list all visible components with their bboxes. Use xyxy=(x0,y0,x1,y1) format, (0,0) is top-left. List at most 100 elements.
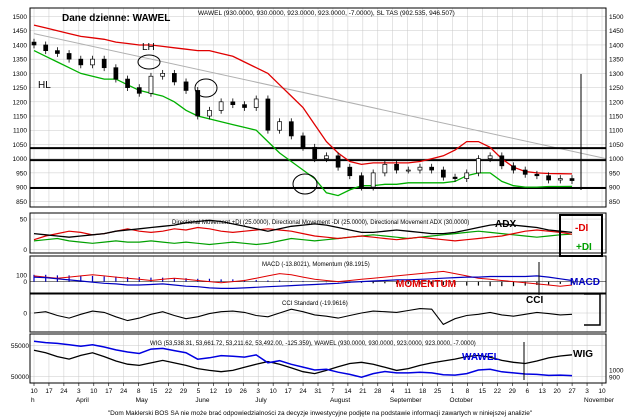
x-tick-label: 8 xyxy=(466,388,470,395)
di-box xyxy=(559,214,603,257)
x-tick-label: 10 xyxy=(30,388,38,395)
x-tick-label: 18 xyxy=(419,388,427,395)
wig-y-tick-left: 50000 xyxy=(11,374,29,381)
price-y-tick-right: 1250 xyxy=(609,85,624,92)
candle-body xyxy=(487,155,493,160)
candle-body xyxy=(265,98,271,131)
price-y-tick-left: 1000 xyxy=(13,156,28,163)
candle-body xyxy=(125,78,130,88)
momentum-label: MOMENTUM xyxy=(396,279,456,290)
price-y-tick-left: 1500 xyxy=(13,14,28,21)
cci-y-tick: 0 xyxy=(23,311,27,318)
x-tick-label: 15 xyxy=(479,388,487,395)
x-tick-label: 29 xyxy=(180,388,188,395)
adx-y-tick: 0 xyxy=(23,247,27,254)
pane-frames xyxy=(29,7,607,384)
pane-frame-macd xyxy=(29,255,607,294)
macd-label: MACD xyxy=(570,277,600,288)
x-tick-label: 7 xyxy=(331,388,335,395)
candle-body xyxy=(324,155,329,160)
x-tick-label: 24 xyxy=(60,388,68,395)
x-tick-label: 28 xyxy=(374,388,382,395)
macd-y-tick: 100 xyxy=(16,272,27,279)
price-y-tick-right: 1300 xyxy=(609,71,624,78)
candle-body xyxy=(370,172,376,188)
x-tick-label: 4 xyxy=(391,388,395,395)
price-y-tick-left: 1250 xyxy=(13,85,28,92)
candle-body xyxy=(195,90,201,117)
adx-line xyxy=(33,219,573,238)
price-y-tick-left: 1200 xyxy=(13,99,28,106)
x-tick-label: 8 xyxy=(137,388,141,395)
x-tick-label: 1 xyxy=(451,388,455,395)
x-tick-label: 10 xyxy=(90,388,98,395)
candle-body xyxy=(31,41,37,46)
pane-frame-adx xyxy=(29,212,607,254)
x-month-label: October xyxy=(450,397,474,404)
x-tick-label: 27 xyxy=(568,388,576,395)
macd-line xyxy=(33,275,573,289)
candle-body xyxy=(113,67,119,80)
x-tick-label: 10 xyxy=(270,388,278,395)
price-y-tick-left: 1400 xyxy=(13,42,28,49)
x-tick-label: 15 xyxy=(150,388,158,395)
x-tick-label: 10 xyxy=(598,388,606,395)
candle-body xyxy=(136,87,142,94)
candle-body xyxy=(288,121,294,137)
wig-line xyxy=(33,349,573,375)
candle-body xyxy=(382,164,388,174)
x-tick-label: 12 xyxy=(210,388,218,395)
x-tick-label: 21 xyxy=(359,388,367,395)
x-month-label: July xyxy=(255,397,267,404)
candle-body xyxy=(546,175,551,181)
lh-ellipse xyxy=(137,54,161,70)
tas-upper-line xyxy=(33,24,573,175)
x-tick-label: 20 xyxy=(554,388,562,395)
price-y-tick-left: 1300 xyxy=(13,71,28,78)
candle-body xyxy=(66,53,72,60)
x-tick-label: 25 xyxy=(434,388,442,395)
cci-line xyxy=(33,308,573,326)
x-month-label: May xyxy=(136,397,149,404)
x-tick-label: 14 xyxy=(344,388,352,395)
candle-body xyxy=(476,158,481,174)
x-tick-label: 17 xyxy=(105,388,113,395)
x-tick-label: 19 xyxy=(225,388,233,395)
price-y-tick-right: 850 xyxy=(609,199,620,206)
x-tick-label: 17 xyxy=(284,388,292,395)
dmi-pane-title: Directional Movement +DI (25.0000), Dire… xyxy=(172,220,469,226)
momentum-line xyxy=(33,270,573,287)
candle-body xyxy=(183,81,189,91)
price-y-tick-left: 850 xyxy=(16,199,27,206)
plus-di-label: +DI xyxy=(576,242,592,253)
adx-label: ADX xyxy=(495,219,516,230)
x-tick-label: 24 xyxy=(120,388,128,395)
disclaimer: "Dom Maklerski BOS SA nie może brać odpo… xyxy=(108,410,533,417)
x-tick-label: 13 xyxy=(539,388,547,395)
x-tick-label: 31 xyxy=(314,388,322,395)
candle-body xyxy=(277,121,282,131)
x-tick-label: 6 xyxy=(525,388,529,395)
x-month-label: h xyxy=(31,397,35,404)
x-tick-label: 26 xyxy=(240,388,248,395)
price-y-tick-left: 950 xyxy=(16,170,27,177)
tas-lower-line xyxy=(33,50,573,197)
price-y-tick-right: 1150 xyxy=(609,114,623,121)
downtrend-line xyxy=(33,33,607,160)
candle-body xyxy=(101,58,107,69)
chart-info: WAWEL (930.0000, 930.0000, 923.0000, 923… xyxy=(198,10,455,17)
macd-y-tick: 0 xyxy=(23,279,27,286)
price-y-tick-right: 1100 xyxy=(609,128,623,135)
pane-frame-cci xyxy=(29,293,607,333)
candle-body xyxy=(312,146,318,160)
x-tick-label: 17 xyxy=(45,388,53,395)
candle-body xyxy=(347,166,353,177)
price-y-tick-right: 1000 xyxy=(609,156,624,163)
hl-label: HL xyxy=(38,80,51,91)
price-y-tick-left: 1450 xyxy=(13,28,28,35)
candle-body xyxy=(78,58,84,66)
price-y-tick-right: 1400 xyxy=(609,42,624,49)
candle-body xyxy=(464,172,470,179)
